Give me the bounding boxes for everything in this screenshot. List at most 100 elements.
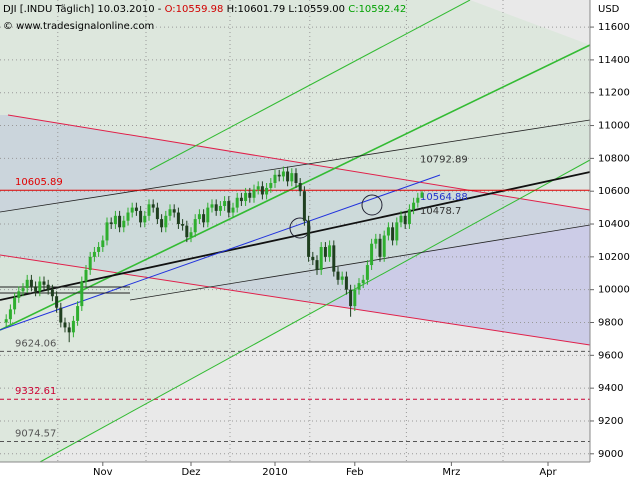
- candle-body: [59, 307, 63, 323]
- candle-body: [374, 238, 378, 244]
- instrument: DJI [.INDU Täglich] 10.03.2010 -: [3, 4, 165, 15]
- trend-line: [0, 44, 591, 331]
- candle-body: [323, 247, 327, 257]
- candle-body: [147, 204, 151, 216]
- y-tick-label: 10800: [598, 153, 630, 164]
- candle-body: [76, 306, 80, 321]
- candle-body: [210, 204, 214, 208]
- candle-body: [126, 212, 130, 221]
- y-axis-area: [590, 0, 640, 480]
- candle-body: [311, 256, 315, 261]
- candle-body: [181, 224, 185, 226]
- candle-body: [101, 240, 105, 248]
- candle-body: [399, 215, 403, 223]
- candle-body: [97, 247, 101, 252]
- candle-body: [122, 220, 126, 228]
- candle-body: [349, 289, 353, 307]
- close-value: C:10592.42: [348, 4, 406, 15]
- candle-body: [151, 204, 155, 208]
- annotation: 10478.7: [420, 206, 461, 217]
- annotation: 10564.88: [420, 192, 468, 203]
- candle-body: [80, 281, 84, 307]
- candle-body: [71, 320, 75, 333]
- candle-body: [332, 245, 336, 272]
- candle-body: [407, 209, 411, 225]
- level-label: 9624.06: [15, 338, 56, 349]
- candle-body: [260, 186, 264, 195]
- candle-body: [168, 209, 172, 216]
- candle-body: [277, 174, 281, 177]
- candle-body: [92, 251, 96, 257]
- candle-body: [139, 210, 143, 223]
- trend-line: [0, 119, 591, 213]
- candle-body: [244, 192, 248, 202]
- candle-body: [193, 219, 197, 233]
- candle-body: [13, 297, 17, 310]
- candle-body: [214, 204, 218, 211]
- candle-body: [223, 201, 227, 206]
- x-tick-label: Apr: [539, 467, 557, 478]
- candle-body: [25, 279, 29, 289]
- candle-body: [281, 171, 285, 177]
- candle-body: [55, 296, 59, 308]
- black-channel-area: [0, 120, 590, 300]
- candle-body: [38, 281, 42, 292]
- candle-body: [63, 322, 67, 328]
- y-tick-label: 9800: [598, 317, 623, 328]
- candle-body: [386, 227, 390, 236]
- source: © www.tradesignalonline.com: [3, 21, 154, 32]
- trend-line: [149, 0, 471, 171]
- candle-body: [50, 289, 54, 297]
- level-label: 9332.61: [15, 386, 56, 397]
- open-value: O:10559.98: [165, 4, 224, 15]
- candle-body: [4, 319, 8, 323]
- candle-body: [160, 219, 164, 228]
- level-label: 9074.57: [15, 429, 56, 440]
- candle-body: [185, 225, 189, 238]
- candle-body: [252, 189, 256, 198]
- candle-body: [218, 205, 222, 211]
- candle-body: [328, 245, 332, 257]
- candle-body: [273, 174, 277, 183]
- y-tick-label: 10400: [598, 219, 630, 230]
- candle-body: [17, 291, 21, 298]
- candle-body: [8, 309, 12, 320]
- candle-body: [113, 215, 117, 225]
- candle-body: [134, 207, 138, 211]
- candle-body: [336, 271, 340, 280]
- candle-body: [357, 283, 361, 290]
- x-tick-label: Feb: [346, 467, 364, 478]
- trend-line: [0, 171, 591, 301]
- candle-body: [172, 209, 176, 213]
- trend-line: [0, 254, 591, 346]
- x-tick-label: Nov: [93, 467, 113, 478]
- candle-body: [265, 187, 269, 195]
- candle-body: [164, 215, 168, 228]
- marker-circle: [361, 194, 383, 216]
- candle-body: [34, 286, 38, 292]
- candle-body: [340, 276, 344, 280]
- candle-body: [227, 201, 231, 213]
- candle-body: [353, 289, 357, 307]
- candle-body: [286, 171, 290, 182]
- header: DJI [.INDU Täglich] 10.03.2010 - O:10559…: [3, 4, 406, 15]
- candle-body: [84, 269, 88, 282]
- y-tick-label: 9400: [598, 383, 623, 394]
- candle-body: [67, 327, 71, 333]
- candle-body: [88, 256, 92, 270]
- candle-body: [155, 207, 159, 220]
- candle-body: [344, 276, 348, 290]
- annotation: 10792.89: [420, 155, 468, 166]
- pitchfork-area: [0, 115, 590, 345]
- high-value: H:10601.79: [227, 4, 286, 15]
- y-tick-label: 11600: [598, 22, 630, 33]
- candle-body: [118, 215, 122, 228]
- y-tick-label: 11000: [598, 121, 630, 132]
- unit: USD: [598, 4, 620, 15]
- candle-body: [239, 197, 243, 202]
- low-value: L:10559.00: [288, 4, 345, 15]
- x-axis-area: [0, 462, 590, 480]
- trend-line: [7, 114, 591, 211]
- candle-body: [416, 197, 420, 203]
